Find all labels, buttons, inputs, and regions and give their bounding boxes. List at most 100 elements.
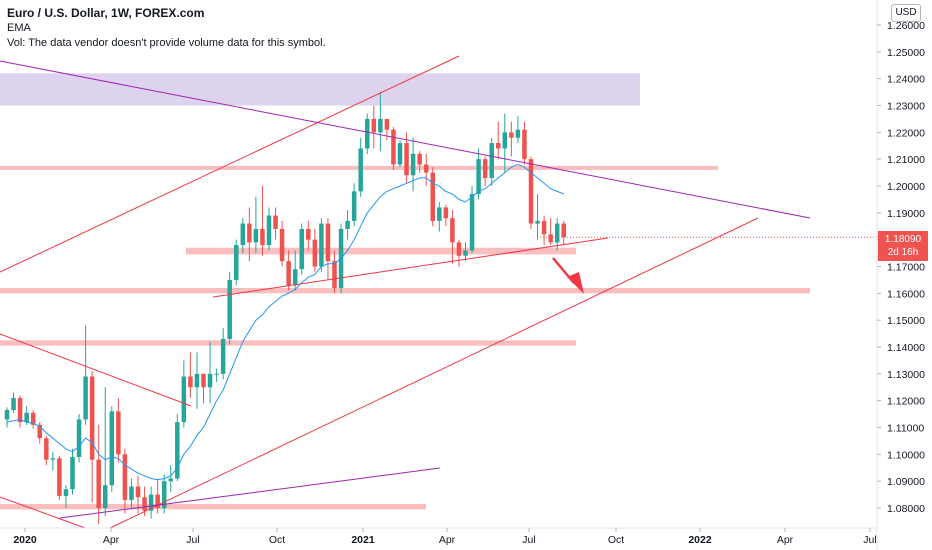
candle[interactable] — [365, 113, 370, 154]
candle[interactable] — [482, 156, 488, 186]
candle[interactable] — [207, 341, 213, 404]
early-red-line-1[interactable] — [0, 333, 192, 407]
candle[interactable] — [181, 360, 187, 428]
candle[interactable] — [70, 448, 75, 495]
early-red-line-2[interactable] — [0, 496, 86, 529]
candle[interactable] — [260, 186, 265, 256]
candle[interactable] — [227, 271, 232, 345]
uptrend-support-line[interactable] — [212, 237, 609, 298]
candle[interactable] — [351, 183, 357, 227]
candle-body — [450, 218, 455, 243]
candle[interactable] — [548, 218, 553, 246]
candle[interactable] — [332, 250, 337, 294]
candle[interactable] — [299, 223, 305, 275]
candle[interactable] — [404, 132, 409, 184]
currency-badge[interactable]: USD — [891, 4, 921, 22]
candle[interactable] — [188, 352, 193, 398]
candle-body — [384, 118, 390, 130]
candle[interactable] — [234, 239, 239, 286]
candle[interactable] — [410, 137, 416, 192]
candle[interactable] — [358, 137, 363, 197]
support-zone-1.176[interactable] — [186, 247, 576, 255]
candle[interactable] — [541, 215, 547, 246]
candle[interactable] — [168, 465, 174, 492]
support-zone-1.142[interactable] — [0, 340, 576, 346]
candle[interactable] — [397, 140, 403, 168]
candle[interactable] — [89, 371, 95, 503]
candle[interactable] — [391, 126, 396, 170]
candle[interactable] — [266, 207, 272, 251]
candle[interactable] — [502, 113, 508, 173]
projection-arrow-head[interactable] — [567, 272, 584, 294]
candle[interactable] — [50, 451, 56, 471]
candle[interactable] — [496, 121, 501, 160]
candle[interactable] — [463, 242, 468, 262]
candle[interactable] — [161, 474, 167, 514]
candle[interactable] — [417, 151, 422, 173]
candle[interactable] — [214, 368, 219, 382]
candle[interactable] — [57, 455, 62, 500]
candle[interactable] — [325, 218, 331, 280]
candle[interactable] — [109, 406, 115, 492]
support-zone-1.080[interactable] — [0, 503, 426, 510]
candle-body — [11, 397, 16, 411]
candle[interactable] — [306, 220, 311, 251]
candle[interactable] — [561, 220, 567, 246]
candle[interactable] — [253, 196, 259, 254]
lower-purple-line[interactable] — [59, 467, 441, 519]
candle[interactable] — [528, 156, 534, 229]
candle[interactable] — [509, 121, 514, 157]
candle[interactable] — [83, 325, 88, 425]
candle[interactable] — [430, 167, 436, 227]
y-tick-label: 1.15000 — [887, 315, 925, 327]
indicator-label[interactable]: EMA — [7, 22, 31, 34]
channel-lower-line[interactable] — [109, 217, 759, 529]
candle[interactable] — [554, 218, 560, 251]
candle[interactable] — [96, 424, 101, 525]
support-zone-1.161[interactable] — [0, 287, 810, 294]
candle[interactable] — [103, 387, 108, 517]
channel-upper-line[interactable] — [0, 55, 460, 273]
candle[interactable] — [456, 239, 462, 267]
candle[interactable] — [175, 414, 180, 482]
candle[interactable] — [292, 250, 298, 291]
candle[interactable] — [515, 116, 521, 144]
candle[interactable] — [220, 328, 226, 380]
candle[interactable] — [4, 407, 10, 428]
candle[interactable] — [116, 397, 121, 463]
candle[interactable] — [30, 410, 36, 429]
candle[interactable] — [76, 414, 82, 463]
candle[interactable] — [345, 210, 350, 240]
candle[interactable] — [443, 204, 449, 227]
candle[interactable] — [17, 395, 23, 428]
candle[interactable] — [122, 448, 128, 514]
candle[interactable] — [535, 194, 540, 240]
candle[interactable] — [312, 228, 318, 272]
candle[interactable] — [522, 121, 527, 165]
candle[interactable] — [63, 485, 69, 508]
candle[interactable] — [450, 210, 455, 264]
candle[interactable] — [319, 218, 324, 272]
candle[interactable] — [148, 486, 154, 519]
candle[interactable] — [44, 435, 49, 466]
candle[interactable] — [423, 153, 429, 186]
candle[interactable] — [135, 475, 141, 514]
candle[interactable] — [437, 202, 442, 232]
purple-supply-zone[interactable] — [0, 73, 640, 106]
candle[interactable] — [247, 207, 252, 262]
candle[interactable] — [378, 92, 383, 152]
descending-resistance-line[interactable] — [0, 60, 811, 219]
candle[interactable] — [384, 118, 390, 141]
candle[interactable] — [194, 352, 200, 409]
candle[interactable] — [201, 373, 206, 404]
candle[interactable] — [155, 478, 160, 514]
candle[interactable] — [286, 250, 291, 291]
candle[interactable] — [129, 478, 134, 508]
candle[interactable] — [371, 105, 377, 149]
candle[interactable] — [273, 207, 278, 240]
candle[interactable] — [279, 220, 285, 267]
candle[interactable] — [11, 392, 16, 413]
candle[interactable] — [240, 218, 246, 254]
candle[interactable] — [489, 137, 494, 186]
